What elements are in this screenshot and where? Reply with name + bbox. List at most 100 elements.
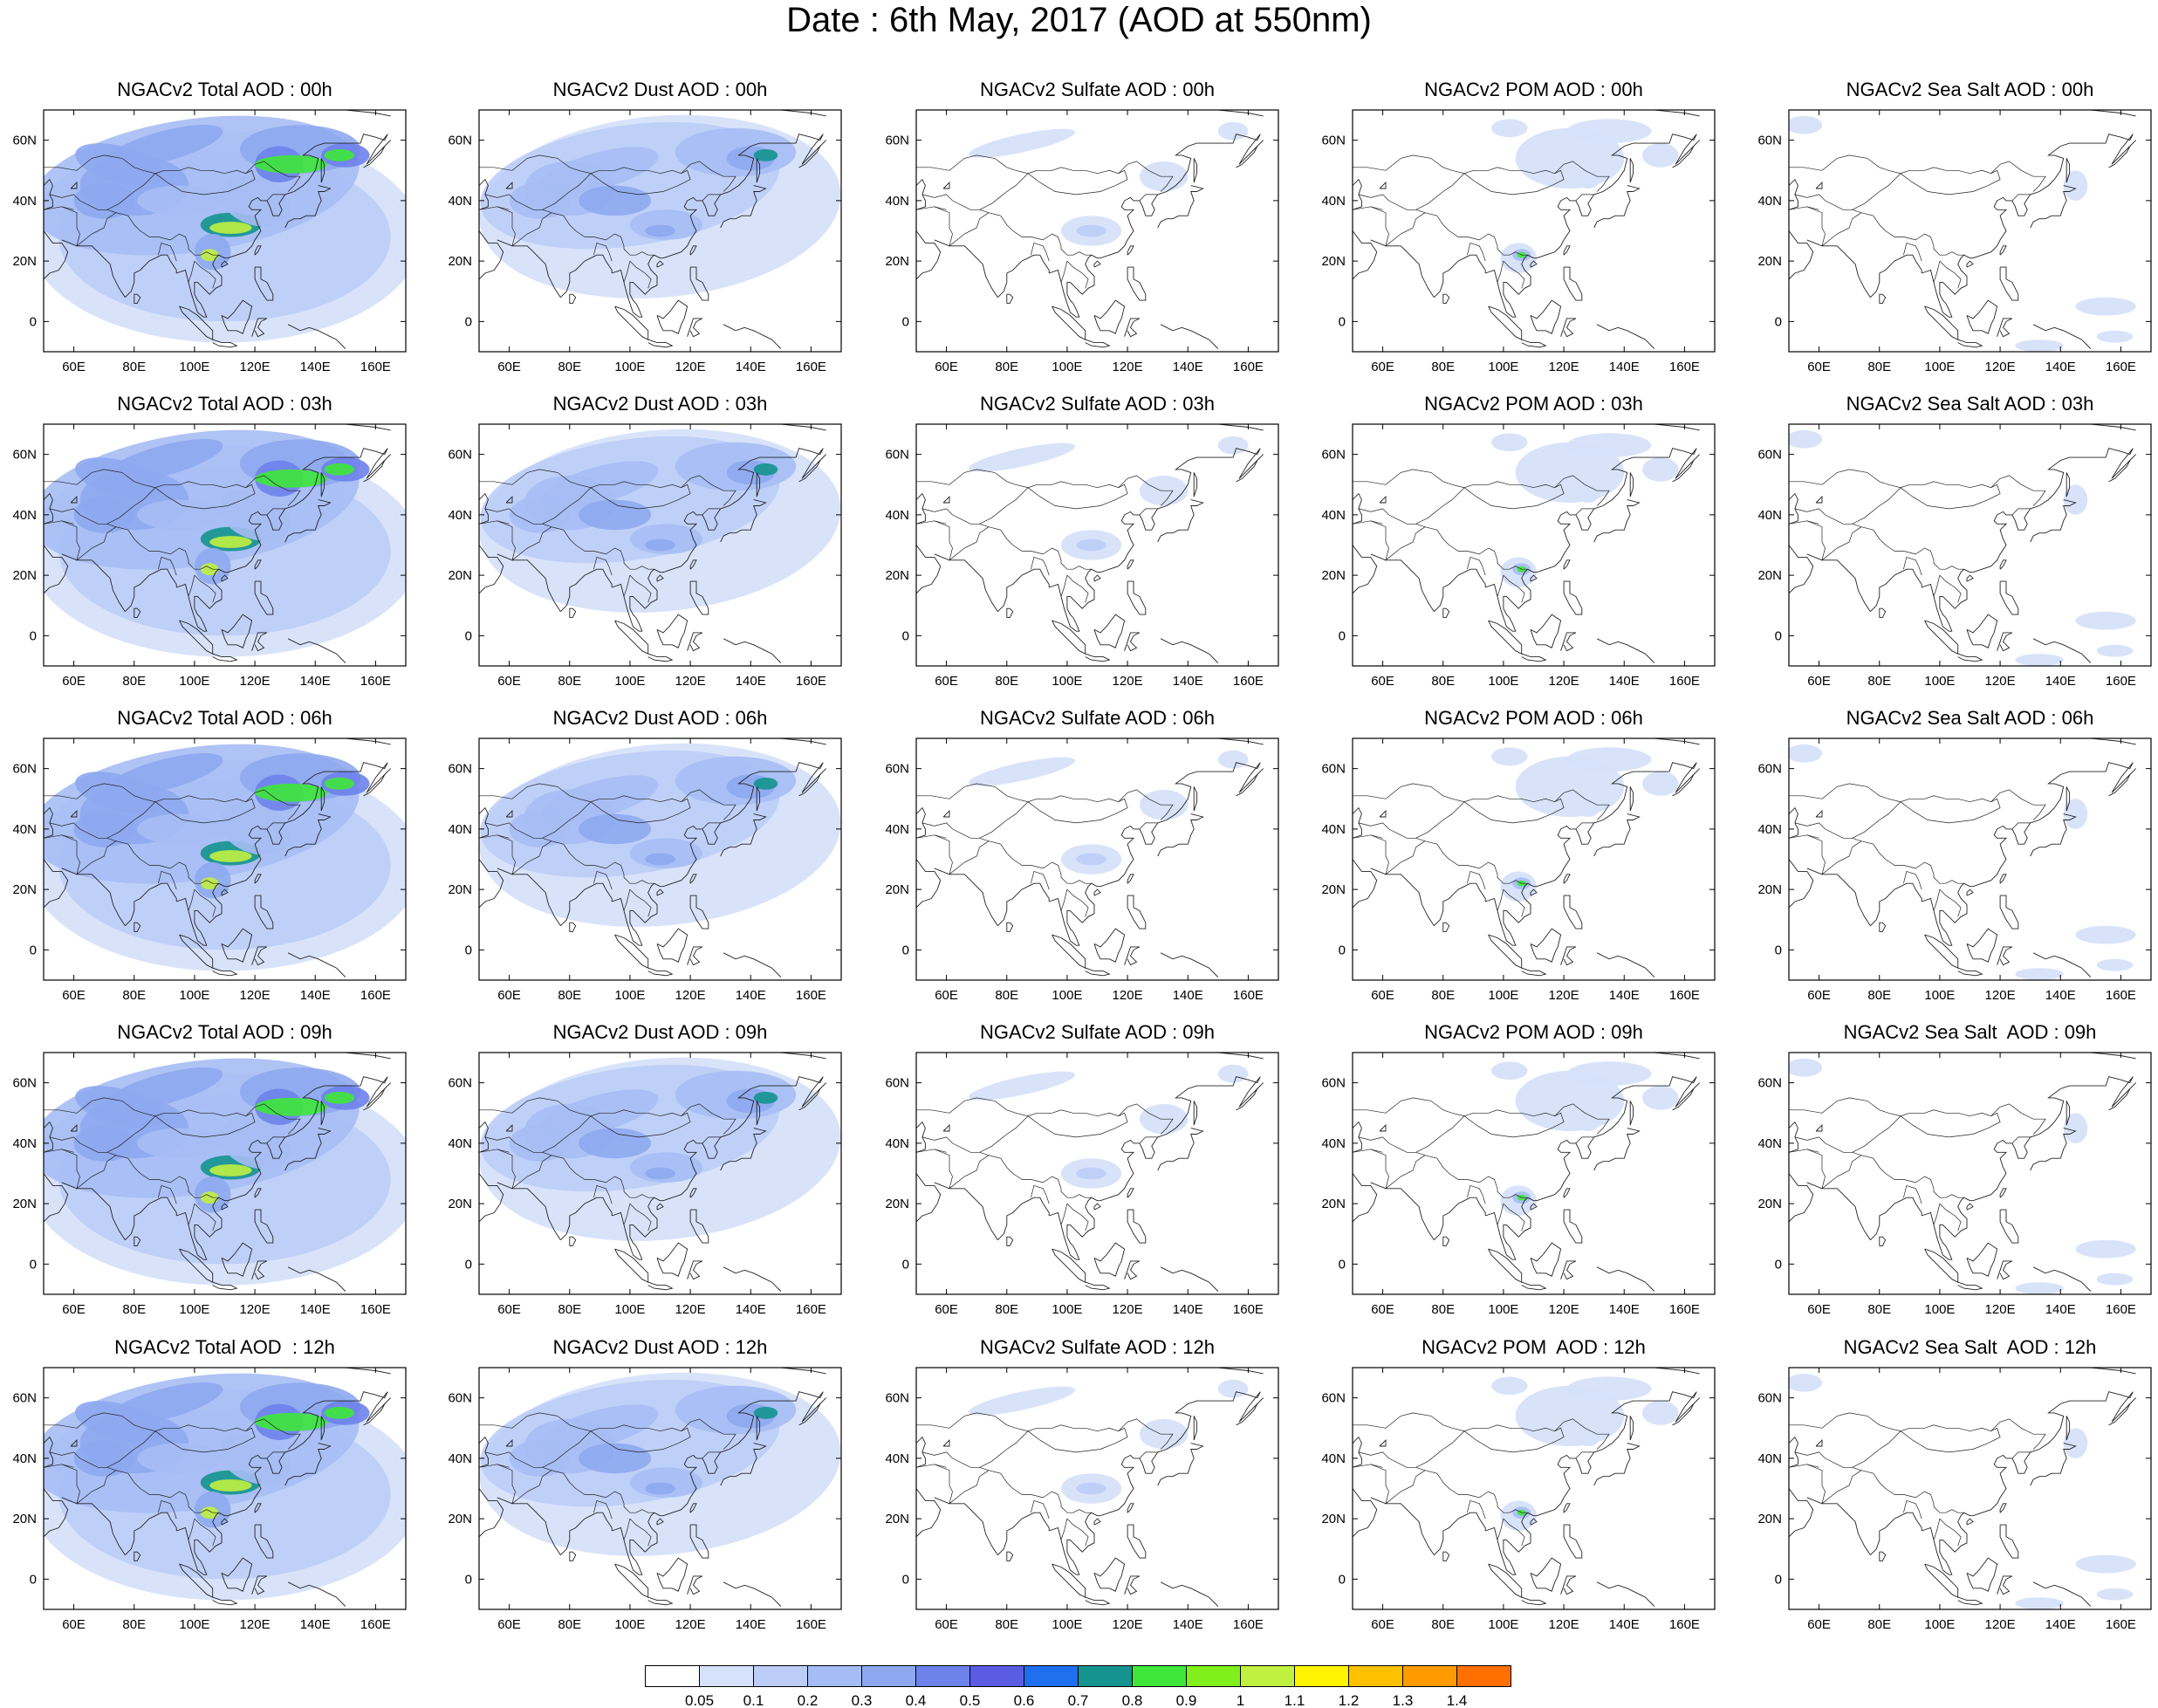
coastline [1006,293,1014,305]
coastline [479,1436,489,1468]
coastline [756,158,761,183]
coastline [44,1436,53,1468]
coastline [1629,786,1634,812]
coastline [1379,1439,1387,1447]
colorbar-label: 1.3 [1393,1692,1414,1707]
x-tick-label: 120E [675,360,706,374]
aod-plume [209,1164,252,1176]
country-border [1860,840,1964,884]
country-border [702,822,721,830]
country-border [1903,1499,1922,1519]
country-border [266,1451,285,1459]
country-border [158,242,177,262]
coastline [1434,568,1486,613]
country-border [61,520,117,561]
aod-plume [255,1412,328,1431]
aod-plume [137,185,222,216]
coastline [756,1416,761,1441]
coastline [1999,266,2019,301]
coastline [750,1053,826,1060]
coastline [1999,245,2007,256]
aod-plume [324,463,355,476]
coastline [1093,1203,1101,1211]
map-panel: NGACv2 Sulfate AOD : 03h 60E 80E 100E 120E 14… [885,393,1303,707]
x-tick-label: 60E [497,1617,521,1632]
coastline [1924,1563,1959,1598]
coastline [134,1551,141,1562]
country-border [266,1136,285,1144]
aod-plume [753,149,778,161]
aod-plume [1566,1061,1652,1087]
x-tick-label: 140E [736,988,766,1003]
coastline [2032,1581,2092,1607]
coastline [723,324,782,349]
country-border [702,1451,721,1459]
aod-map: 60E 80E 100E 120E 140E 160E 60N 40N 20N 0 [885,1052,1279,1317]
colorbar-swatch [645,1665,700,1687]
coastline [1560,318,1577,338]
coastlines [916,424,1264,663]
coastline [44,1488,69,1538]
aod-plume [1576,799,1600,817]
country-border [154,1427,256,1453]
country-border [916,1464,947,1468]
country-border [1575,508,1594,516]
country-border [1933,1204,1941,1225]
country-border [1903,870,1922,890]
coastline [1160,638,1219,663]
coastline [1957,967,1983,977]
coastline [1922,1076,2137,1260]
aod-field [479,429,841,613]
coastline [720,185,767,229]
country-border [1900,1427,2001,1453]
coastline [1052,620,1086,655]
coastline [1124,632,1141,652]
coastline [1236,146,1258,168]
coastline [254,895,274,929]
coastline [1629,1416,1634,1441]
country-border [49,1430,156,1468]
coastlines [1789,1053,2137,1292]
x-tick-label: 100E [1924,360,1955,374]
panel-title: NGACv2 Sulfate AOD : 03h [979,393,1216,415]
x-tick-label: 60E [62,674,86,689]
y-tick-label: 20N [12,568,37,583]
x-tick-label: 120E [240,1302,271,1317]
country-border [1900,798,2001,824]
colorbar-label: 0.05 [685,1692,714,1707]
x-tick-label: 120E [675,1302,706,1317]
country-border [44,520,74,525]
colorbar-label: 0.9 [1176,1692,1197,1707]
coastline [1593,813,1641,857]
coastline [687,318,703,338]
coastline [315,1053,391,1060]
coastline [1085,1281,1111,1291]
colorbar-swatch [1348,1665,1403,1687]
y-tick-label: 40N [1321,194,1346,209]
x-tick-label: 80E [122,988,146,1003]
coastline [1521,653,1547,662]
coastline [2060,110,2136,117]
y-tick-label: 40N [448,1136,472,1151]
y-tick-label: 40N [12,1136,37,1151]
panel-title: NGACv2 Total AOD : 06h [117,707,332,729]
x-tick-label: 100E [1488,1617,1518,1632]
coastlines [479,424,827,663]
coastline [1879,293,1887,305]
coastline [479,806,489,839]
panel-title: NGACv2 Total AOD : 09h [117,1021,332,1043]
aod-field [1491,1061,1679,1216]
country-border [1463,798,1565,824]
x-tick-label: 140E [2045,1302,2076,1317]
country-border [629,260,652,289]
country-border [988,1470,1092,1513]
country-border [1467,870,1486,890]
x-tick-label: 160E [1233,1302,1264,1317]
coastline [1193,472,1198,497]
coastline [689,895,709,929]
x-tick-label: 80E [1867,988,1891,1003]
coastline [479,1121,489,1153]
aod-plume [1576,484,1600,503]
coastline [2060,1053,2136,1060]
country-border [61,834,117,875]
